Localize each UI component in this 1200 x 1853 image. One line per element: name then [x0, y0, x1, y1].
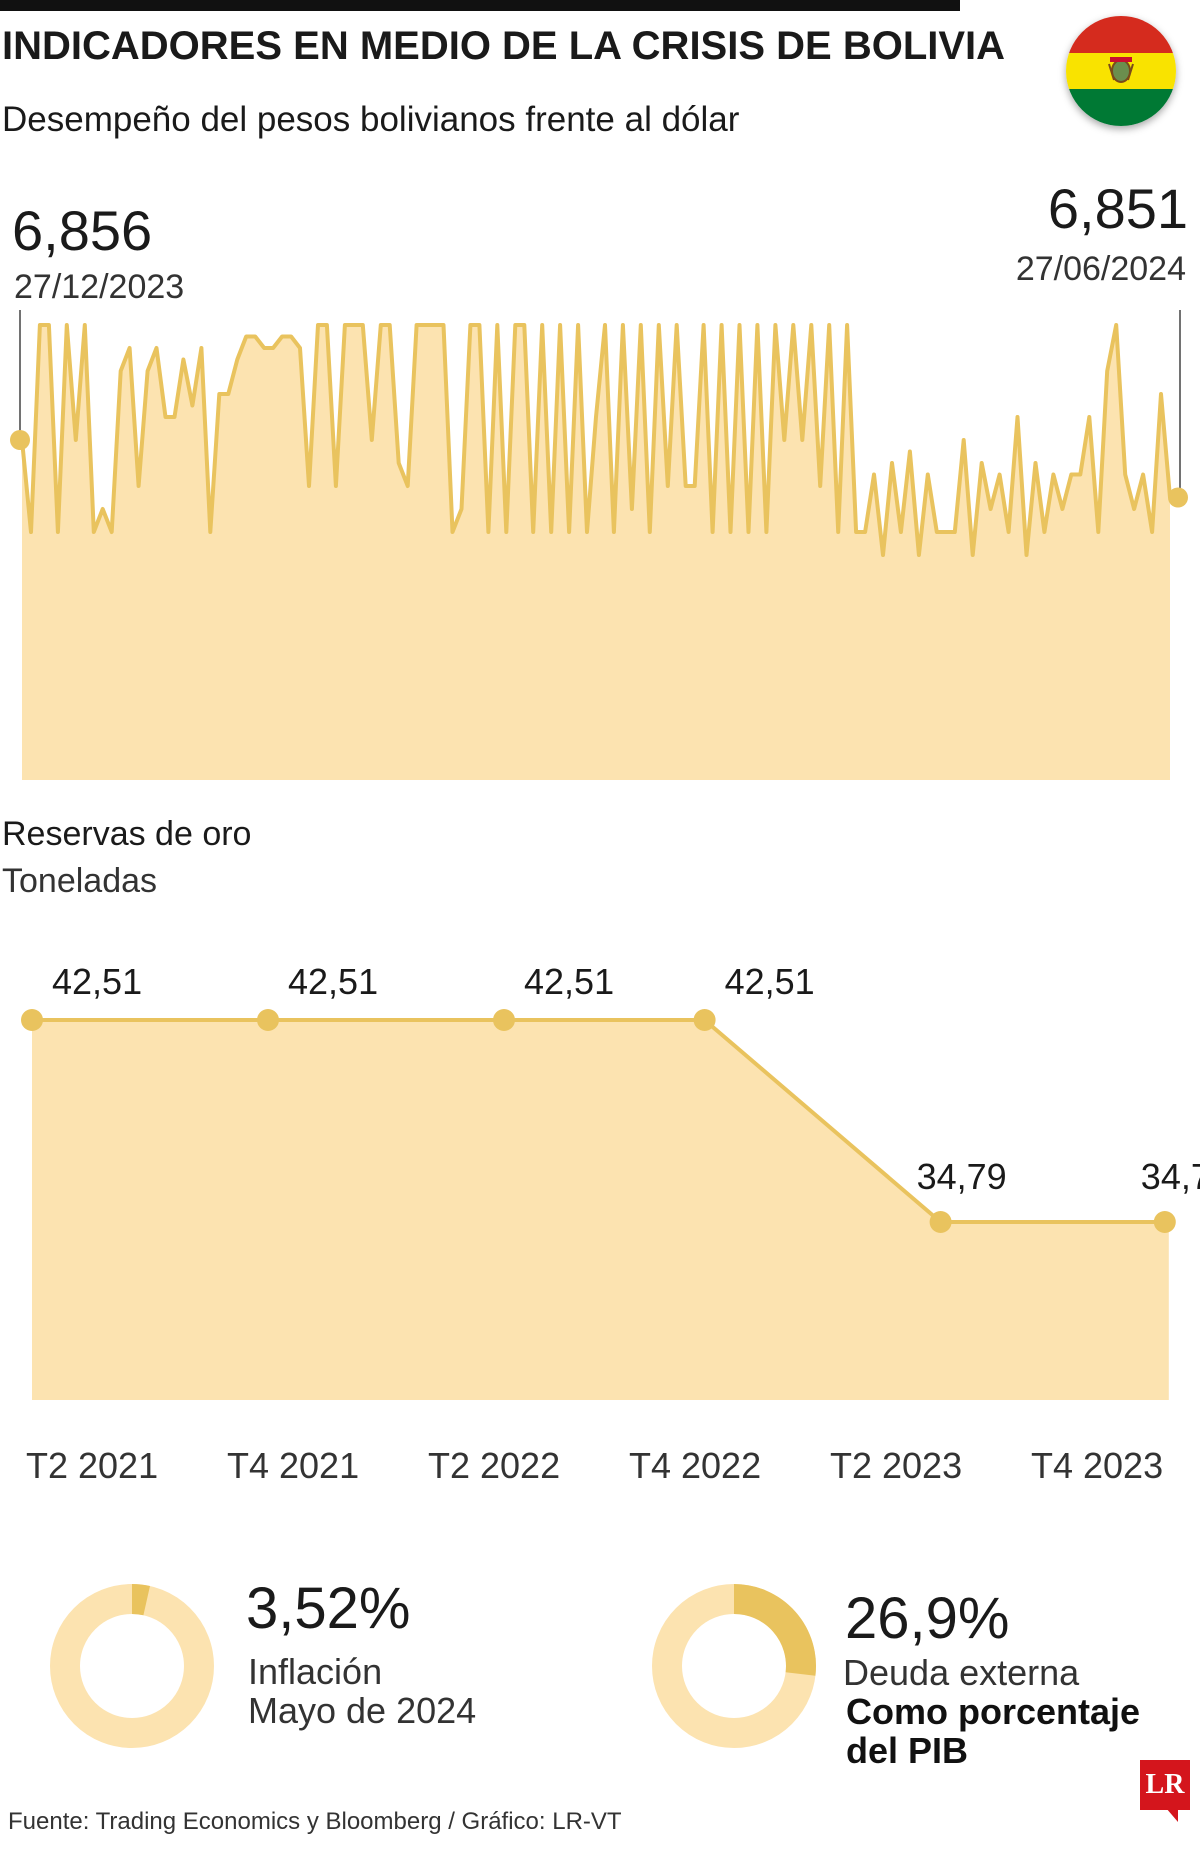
gold-category-label: T2 2021	[26, 1445, 159, 1486]
gold-category-label: T4 2022	[629, 1445, 762, 1486]
gold-point	[929, 1211, 952, 1233]
gold-section-unit: Toneladas	[2, 862, 158, 900]
gold-category-label: T4 2023	[1031, 1445, 1164, 1486]
fx-end-value: 6,851	[1047, 177, 1188, 240]
inflation-donut-track	[50, 1584, 214, 1748]
gold-point	[693, 1009, 716, 1031]
gold-data-label: 42,51	[724, 961, 815, 1002]
fx-start-date: 27/12/2023	[14, 268, 185, 306]
fx-end-point	[1168, 487, 1188, 508]
debt-value: 26,9%	[845, 1586, 1010, 1651]
gold-point	[493, 1009, 515, 1031]
gold-area	[32, 1020, 1169, 1400]
page-title: INDICADORES EN MEDIO DE LA CRISIS DE BOL…	[2, 24, 1006, 68]
gold-category-label: T2 2022	[428, 1445, 561, 1486]
fx-start-value: 6,856	[12, 199, 153, 262]
debt-label: Deuda externa	[843, 1652, 1080, 1693]
fx-line	[20, 323, 1172, 557]
gold-category-label: T4 2021	[227, 1445, 360, 1486]
gold-point	[1153, 1211, 1176, 1233]
lr-logo-tail	[1166, 1808, 1178, 1822]
debt-note-line1: Como porcentaje	[846, 1691, 1141, 1732]
coat-of-arms-icon	[1108, 57, 1134, 83]
gold-point	[257, 1009, 279, 1031]
gold-data-label: 42,51	[52, 961, 143, 1002]
gold-line	[32, 1018, 1165, 1224]
source-credit: Fuente: Trading Economics y Bloomberg / …	[8, 1808, 622, 1835]
debt-donut-slice	[733, 1584, 816, 1676]
page-subtitle: Desempeño del pesos bolivianos frente al…	[2, 100, 740, 139]
fx-end-date: 27/06/2024	[1015, 250, 1186, 288]
fx-area	[22, 325, 1170, 780]
gold-data-label: 42,51	[524, 961, 615, 1002]
gold-data-label: 34,79	[1140, 1156, 1200, 1197]
gold-point	[21, 1009, 43, 1031]
inflation-period: Mayo de 2024	[248, 1690, 477, 1731]
gold-category-label: T2 2023	[830, 1445, 963, 1486]
gold-data-label: 34,79	[916, 1156, 1007, 1197]
gold-section-title: Reservas de oro	[2, 815, 252, 853]
debt-note-line2: del PIB	[846, 1730, 969, 1771]
inflation-value: 3,52%	[246, 1576, 411, 1641]
inflation-label: Inflación	[248, 1651, 383, 1692]
top-rule	[0, 0, 960, 11]
lr-logo: LR	[1140, 1760, 1190, 1810]
inflation-donut-slice	[131, 1583, 150, 1616]
fx-start-point	[10, 430, 30, 450]
gold-data-label: 42,51	[288, 961, 379, 1002]
